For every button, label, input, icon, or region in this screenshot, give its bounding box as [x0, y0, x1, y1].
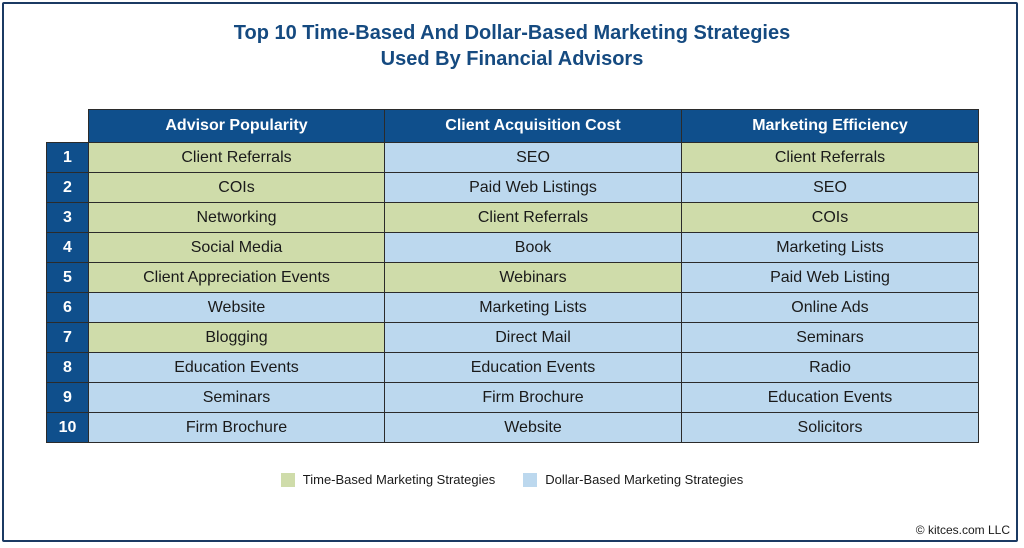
chart-title: Top 10 Time-Based And Dollar-Based Marke… [0, 20, 1024, 72]
table-row: 4 Social Media Book Marketing Lists [46, 232, 979, 263]
credit: © kitces.com LLC [915, 523, 1010, 537]
strategy-cell: COIs [88, 172, 385, 203]
strategy-cell: SEO [681, 172, 979, 203]
strategy-cell: Paid Web Listing [681, 262, 979, 293]
legend-item-dollar: Dollar-Based Marketing Strategies [523, 472, 743, 487]
table-row: 3 Networking Client Referrals COIs [46, 202, 979, 233]
strategy-cell: Networking [88, 202, 385, 233]
strategy-cell: Online Ads [681, 292, 979, 323]
strategy-cell: Radio [681, 352, 979, 383]
strategy-cell: Education Events [88, 352, 385, 383]
rank-cell: 10 [46, 412, 89, 443]
table-row: 6 Website Marketing Lists Online Ads [46, 292, 979, 323]
strategy-cell: Marketing Lists [384, 292, 682, 323]
table-row: 1 Client Referrals SEO Client Referrals [46, 142, 979, 173]
title-line-1: Top 10 Time-Based And Dollar-Based Marke… [233, 22, 791, 44]
strategy-cell: Blogging [88, 322, 385, 353]
rank-cell: 2 [46, 172, 89, 203]
table-body: 1 Client Referrals SEO Client Referrals 2 COI… [46, 142, 979, 443]
figure-frame [2, 2, 1018, 542]
strategy-cell: Client Referrals [384, 202, 682, 233]
strategy-cell: Marketing Lists [681, 232, 979, 263]
table-row: 10 Firm Brochure Website Solicitors [46, 412, 979, 443]
column-header: Advisor Popularity [88, 109, 385, 143]
strategy-cell: SEO [384, 142, 682, 173]
strategy-cell: Website [88, 292, 385, 323]
strategy-cell: Firm Brochure [88, 412, 385, 443]
legend-swatch-time [280, 472, 295, 487]
legend-label-time: Time-Based Marketing Strategies [302, 472, 496, 487]
legend-swatch-dollar [523, 472, 538, 487]
strategy-cell: Paid Web Listings [384, 172, 682, 203]
column-header: Marketing Efficiency [681, 109, 979, 143]
strategy-cell: Seminars [681, 322, 979, 353]
strategy-cell: Webinars [384, 262, 682, 293]
rank-cell: 8 [46, 352, 89, 383]
table-row: 9 Seminars Firm Brochure Education Events [46, 382, 979, 413]
strategy-cell: Direct Mail [384, 322, 682, 353]
strategy-cell: Client Appreciation Events [88, 262, 385, 293]
table-row: 7 Blogging Direct Mail Seminars [46, 322, 979, 353]
strategy-cell: Social Media [88, 232, 385, 263]
corner-cell [46, 109, 89, 143]
rank-cell: 1 [46, 142, 89, 173]
strategy-cell: Education Events [681, 382, 979, 413]
strategy-cell: Client Referrals [681, 142, 979, 173]
title-line-2: Used By Financial Advisors [380, 48, 644, 70]
strategy-cell: COIs [681, 202, 979, 233]
rank-cell: 7 [46, 322, 89, 353]
legend-label-dollar: Dollar-Based Marketing Strategies [545, 472, 744, 487]
rank-cell: 9 [46, 382, 89, 413]
header-row: Advisor Popularity Client Acquisition Co… [46, 109, 979, 143]
strategy-cell: Book [384, 232, 682, 263]
legend: Time-Based Marketing Strategies Dollar-B… [0, 472, 1024, 487]
rank-cell: 3 [46, 202, 89, 233]
rank-cell: 6 [46, 292, 89, 323]
strategy-cell: Solicitors [681, 412, 979, 443]
strategy-cell: Education Events [384, 352, 682, 383]
table-row: 8 Education Events Education Events Radio [46, 352, 979, 383]
column-header: Client Acquisition Cost [384, 109, 682, 143]
table-row: 5 Client Appreciation Events Webinars Paid … [46, 262, 979, 293]
strategies-table: Advisor Popularity Client Acquisition Co… [46, 109, 979, 443]
strategy-cell: Firm Brochure [384, 382, 682, 413]
rank-cell: 5 [46, 262, 89, 293]
strategy-cell: Client Referrals [88, 142, 385, 173]
strategy-cell: Seminars [88, 382, 385, 413]
table-row: 2 COIs Paid Web Listings SEO [46, 172, 979, 203]
strategy-cell: Website [384, 412, 682, 443]
legend-item-time: Time-Based Marketing Strategies [280, 472, 496, 487]
rank-cell: 4 [46, 232, 89, 263]
